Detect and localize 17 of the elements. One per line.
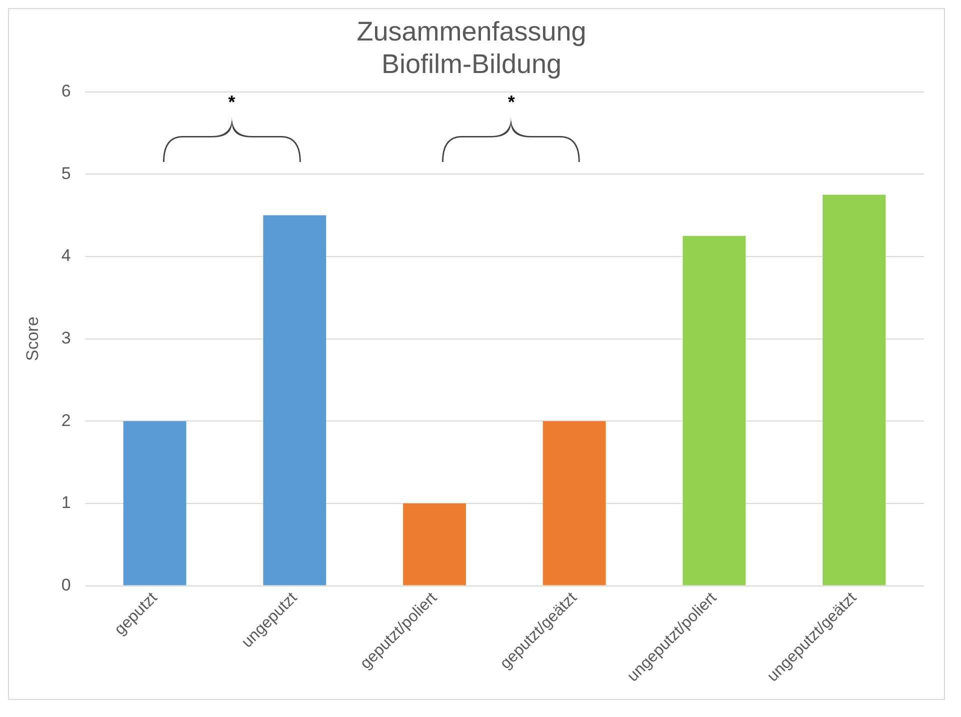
bar [682,236,746,586]
y-tick-label: 5 [61,164,71,183]
y-tick-label: 6 [61,81,71,100]
y-axis-title: Score [22,316,42,361]
y-tick-label: 3 [61,328,71,348]
bar [403,503,466,586]
y-tick-label: 0 [61,575,71,594]
bar [123,421,186,586]
annotation: * [228,92,236,112]
bar [542,421,606,586]
bar [822,194,886,586]
chart-title: Zusammenfassung Biofilm-Bildung [356,16,586,80]
annotation: * [508,92,515,112]
y-tick-label: 4 [61,246,71,266]
y-tick-label: 2 [61,410,71,430]
y-tick-label: 1 [61,493,71,512]
bar [263,215,326,586]
